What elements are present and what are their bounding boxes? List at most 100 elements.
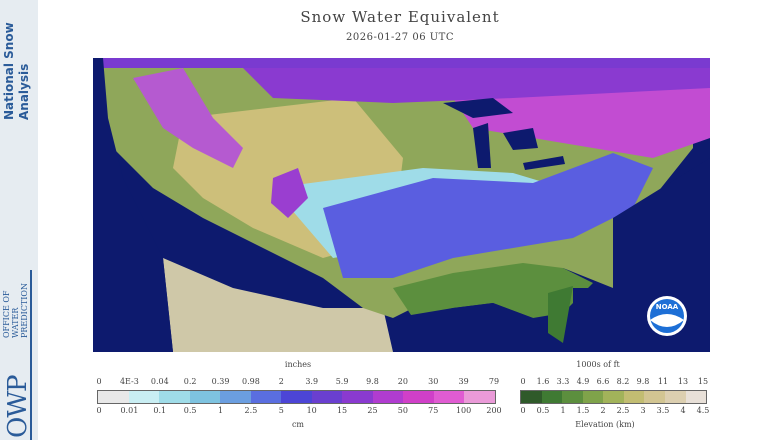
swe-cm-tick: 0.1 — [153, 406, 167, 415]
elev-legend-swatch — [685, 391, 707, 403]
elev-km-tick: 1 — [560, 406, 566, 415]
heavy-snow-band — [323, 153, 653, 278]
elev-ft-tick: 1.6 — [536, 377, 550, 386]
swe-inch-tick: 5.9 — [335, 377, 349, 386]
owp-word-3: PREDICTION — [20, 283, 29, 338]
elev-km-tick: 0.5 — [536, 406, 550, 415]
elev-ft-tick: 0 — [520, 377, 526, 386]
swe-cm-tick: 5 — [278, 406, 284, 415]
elev-legend-swatch — [603, 391, 624, 403]
swe-inch-tick: 0.39 — [211, 377, 230, 386]
lake-superior — [443, 98, 513, 118]
swe-cm-tick: 200 — [486, 406, 502, 415]
elev-legend-swatch — [664, 391, 686, 403]
swe-cm-tick: 50 — [397, 406, 408, 415]
elev-km-tick: 2.5 — [616, 406, 630, 415]
swe-legend-swatch — [311, 391, 343, 403]
swe-inch-tick: 39 — [458, 377, 469, 386]
sidebar-brand-line2: Analysis — [17, 63, 31, 120]
map-graphic: NOAA — [93, 58, 710, 352]
swe-cm-tick: 25 — [367, 406, 378, 415]
swe-legend-swatch — [220, 391, 251, 403]
swe-legend-swatch — [250, 391, 282, 403]
swe-legend-swatch — [433, 391, 465, 403]
swe-inch-tick: 0 — [96, 377, 102, 386]
swe-inch-tick: 4E-3 — [119, 377, 139, 386]
gulf-of-mexico — [393, 303, 548, 352]
southeast-land — [393, 263, 593, 318]
sidebar-brand-line1: National Snow — [2, 22, 16, 120]
mexico-region — [163, 258, 393, 352]
pacific-ocean — [93, 58, 173, 352]
swe-inch-tick: 79 — [488, 377, 500, 386]
swe-cm-tick: 1 — [217, 406, 224, 415]
noaa-logo: NOAA — [647, 296, 687, 336]
owp-word-1: OFFICE OF — [2, 290, 11, 338]
elev-ft-tick: 11 — [657, 377, 669, 386]
swe-bottom-unit: cm — [291, 420, 305, 429]
swe-cm-tick: 0.5 — [183, 406, 197, 415]
swe-legend-swatch — [372, 391, 404, 403]
map-title: Snow Water Equivalent — [300, 8, 500, 26]
lake-michigan — [473, 123, 491, 168]
rockies-snow — [133, 68, 243, 168]
swe-inch-tick: 2 — [278, 377, 284, 386]
elev-color-bar — [520, 390, 707, 404]
owp-word-2: WATER — [11, 307, 20, 338]
owp-divider — [30, 270, 32, 440]
noaa-logo-text: NOAA — [656, 303, 679, 311]
swe-legend-swatch — [403, 391, 434, 403]
lake-huron — [503, 128, 538, 150]
swe-inch-tick: 9.8 — [366, 377, 379, 386]
colorado-snow — [271, 168, 308, 218]
swe-inch-tick: 0.04 — [150, 377, 169, 386]
swe-legend-swatch — [464, 391, 495, 403]
elev-legend-swatch — [562, 391, 583, 403]
elev-ft-tick: 15 — [697, 377, 709, 386]
swe-inch-tick: 30 — [428, 377, 439, 386]
snow-water-equivalent-map: NOAA — [93, 58, 710, 352]
swe-legend-swatch — [281, 391, 312, 403]
elev-ft-tick: 3.3 — [556, 377, 570, 386]
northern-tier-snow — [243, 68, 710, 103]
swe-cm-tick: 10 — [306, 406, 317, 415]
elev-bottom-unit: Elevation (km) — [575, 420, 635, 429]
swe-color-bar — [97, 390, 496, 404]
swe-cm-tick: 2.5 — [244, 406, 258, 415]
elev-km-tick: 3 — [640, 406, 646, 415]
elev-km-tick: 3.5 — [656, 406, 670, 415]
swe-legend-swatch — [98, 391, 129, 403]
elev-ft-tick: 9.8 — [636, 377, 650, 386]
elev-ft-tick: 4.9 — [576, 377, 590, 386]
swe-inch-tick: 0.98 — [242, 377, 260, 386]
map-timestamp: 2026-01-27 06 UTC — [346, 32, 454, 43]
swe-legend-swatch — [159, 391, 190, 403]
florida — [548, 286, 573, 343]
elev-legend-swatch — [644, 391, 665, 403]
swe-inch-tick: 0.2 — [183, 377, 197, 386]
sidebar: National Snow Analysis OFFICE OF WATER P… — [0, 0, 38, 440]
elev-km-tick: 4 — [680, 406, 686, 415]
lake-erie — [523, 156, 565, 170]
elev-km-tick: 2 — [600, 406, 606, 415]
elev-km-tick: 0 — [520, 406, 526, 415]
swe-cm-tick: 75 — [428, 406, 439, 415]
swe-cm-tick: 15 — [336, 406, 348, 415]
elev-km-tick: 1.5 — [576, 406, 590, 415]
elev-legend-swatch — [541, 391, 563, 403]
elev-top-unit: 1000s of ft — [576, 360, 620, 369]
swe-cm-tick: 0 — [96, 406, 102, 415]
swe-inch-tick: 3.9 — [305, 377, 319, 386]
northeast-deep-snow — [453, 78, 710, 158]
swe-legend-swatch — [189, 391, 221, 403]
elev-ft-tick: 13 — [677, 377, 689, 386]
elev-ft-tick: 8.2 — [616, 377, 630, 386]
elev-km-tick: 4.5 — [696, 406, 710, 415]
swe-legend-swatch — [128, 391, 160, 403]
elev-legend-swatch — [582, 391, 604, 403]
swe-inch-tick: 20 — [397, 377, 408, 386]
swe-cm-tick: 100 — [455, 406, 472, 415]
elev-ft-tick: 6.6 — [596, 377, 610, 386]
swe-cm-tick: 0.01 — [120, 406, 139, 415]
elev-legend-swatch — [521, 391, 542, 403]
